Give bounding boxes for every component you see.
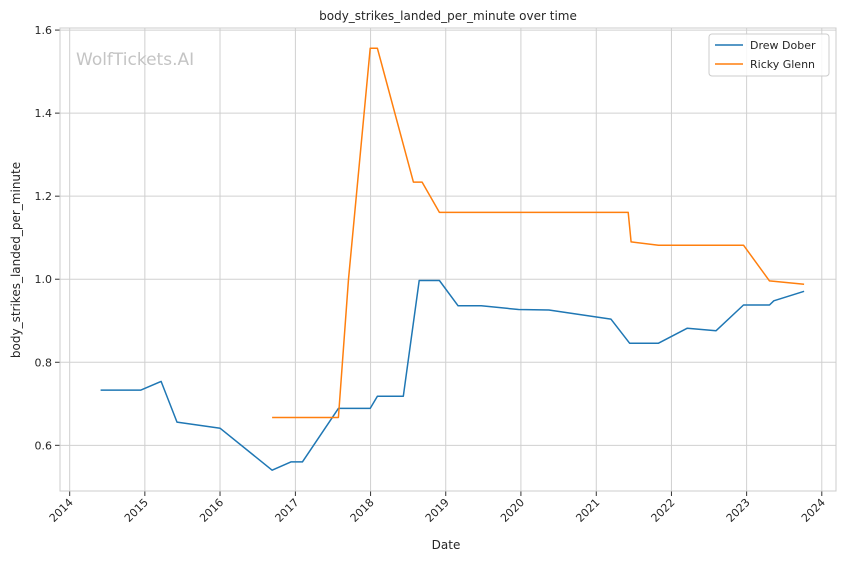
series-line-1 xyxy=(100,279,805,471)
x-axis-label: Date xyxy=(432,538,461,552)
legend-label-2: Ricky Glenn xyxy=(750,58,815,71)
y-axis-ticks: 0.6 0.8 1.0 1.2 1.4 1.6 xyxy=(35,24,60,452)
y-tick-label: 0.8 xyxy=(35,356,53,369)
legend-label-1: Drew Dober xyxy=(750,39,816,52)
y-tick-label: 1.4 xyxy=(35,107,53,120)
chart-title: body_strikes_landed_per_minute over time xyxy=(319,9,577,23)
plot-area xyxy=(60,28,836,491)
series-line-2 xyxy=(272,47,805,419)
legend: Drew Dober Ricky Glenn xyxy=(708,33,830,77)
y-tick-label: 1.6 xyxy=(35,24,53,37)
y-axis-label: body_strikes_landed_per_minute xyxy=(9,162,23,358)
watermark-text: WolfTickets.AI xyxy=(76,50,194,70)
y-tick-label: 1.2 xyxy=(35,190,53,203)
gridlines xyxy=(60,28,836,491)
y-tick-label: 0.6 xyxy=(35,439,53,452)
series-layer xyxy=(100,47,805,471)
y-tick-label: 1.0 xyxy=(35,273,53,286)
plot-frame xyxy=(59,27,837,492)
